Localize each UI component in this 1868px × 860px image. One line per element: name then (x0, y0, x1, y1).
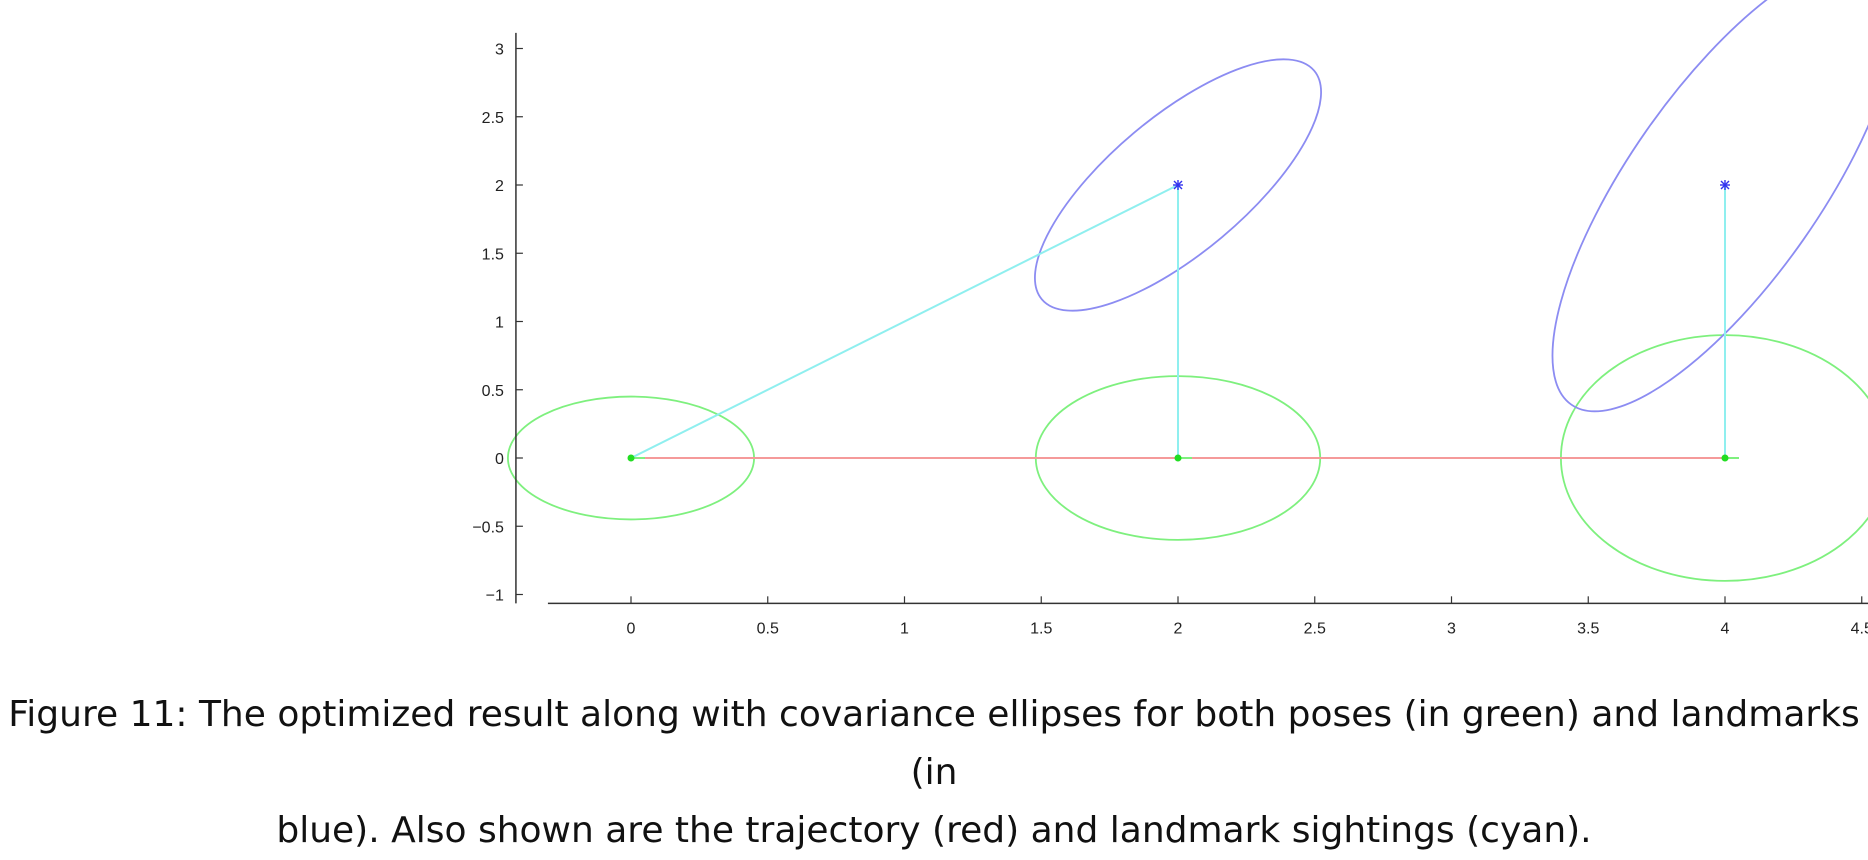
pose-1-marker (628, 455, 635, 462)
pose-3-marker (1722, 455, 1729, 462)
y-tick-label: 0.5 (482, 383, 504, 400)
plot-area: 0 0.5 1 1.5 2 2.5 3 3.5 4 4.5 3 2.5 2 1.5 1 0.5 0 −0.5 −1 (0, 0, 1868, 680)
y-tick-label: 1.5 (482, 246, 504, 263)
y-tick-label: −1 (486, 588, 504, 605)
x-tick-label: 0 (627, 620, 636, 637)
x-tick-label: 4 (1721, 620, 1730, 637)
y-tick-label: 2 (495, 178, 504, 195)
landmark-2-covariance-ellipse (1493, 0, 1868, 459)
y-tick-label: 3 (495, 42, 504, 59)
covariance-ellipses (508, 0, 1868, 581)
y-tick-label: 1 (495, 315, 504, 332)
figure: 00.511.522.533.544.532.521.510.50−0.5−1 … (0, 0, 1868, 802)
plot-markers (628, 180, 1740, 462)
caption-line-1: Figure 11: The optimized result along wi… (0, 686, 1868, 802)
pose-2-marker (1175, 455, 1182, 462)
plot-lines (631, 185, 1725, 458)
y-tick-label: 2.5 (482, 110, 504, 127)
x-tick-label: 0.5 (757, 620, 779, 637)
x-tick-label: 2 (1174, 620, 1183, 637)
landmark-1-marker (1173, 180, 1183, 190)
x-tick-label: 1 (900, 620, 909, 637)
x-tick-label: 2.5 (1304, 620, 1326, 637)
x-tick-label: 4.5 (1851, 620, 1868, 637)
y-tick-label: −0.5 (472, 519, 504, 536)
caption-line-2: blue). Also shown are the trajectory (re… (0, 802, 1868, 860)
y-tick-label: 0 (495, 451, 504, 468)
x-tick-label: 1.5 (1030, 620, 1052, 637)
landmark-2-marker (1720, 180, 1730, 190)
axes: 0 0.5 1 1.5 2 2.5 3 3.5 4 4.5 3 2.5 2 1.5 1 0.5 0 −0.5 −1 (472, 33, 1868, 637)
figure-caption: Figure 11: The optimized result along wi… (0, 686, 1868, 860)
x-tick-label: 3.5 (1577, 620, 1599, 637)
sighting-1-line (631, 185, 1178, 458)
x-tick-label: 3 (1447, 620, 1456, 637)
